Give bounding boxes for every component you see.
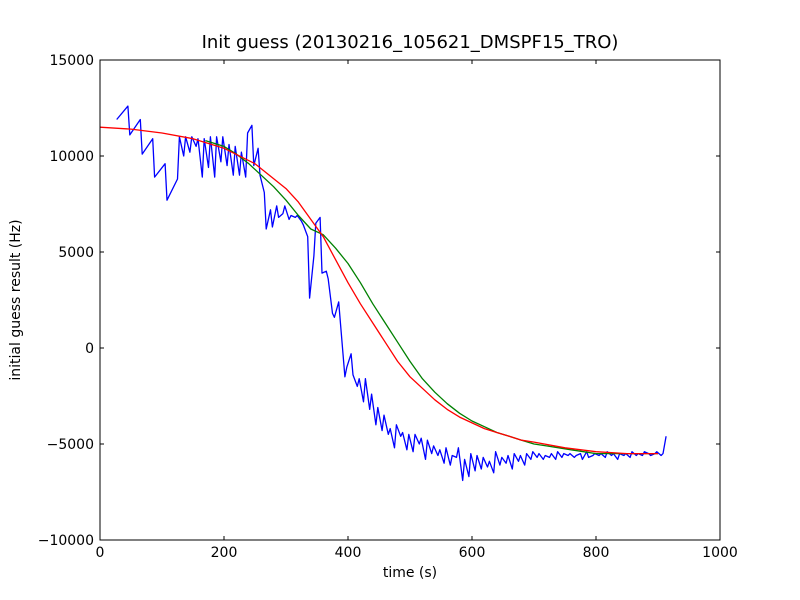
series-line-0 bbox=[116, 105, 667, 482]
y-tick-label: 5000 bbox=[58, 245, 94, 261]
chart-title: Init guess (20130216_105621_DMSPF15_TRO) bbox=[202, 32, 619, 53]
x-tick-label: 800 bbox=[583, 545, 610, 561]
x-tick-label: 1000 bbox=[702, 545, 738, 561]
plot-frame bbox=[99, 59, 721, 541]
series-layer bbox=[100, 105, 667, 482]
y-tick-label: −5000 bbox=[47, 437, 94, 453]
x-axis: 0 200 400 600 800 1000 bbox=[96, 60, 738, 561]
plot-area bbox=[99, 59, 721, 541]
x-tick-label: 400 bbox=[335, 545, 362, 561]
x-axis-label: time (s) bbox=[383, 565, 437, 581]
y-tick-label: 0 bbox=[85, 341, 94, 357]
y-tick-label: −10000 bbox=[38, 533, 94, 549]
x-tick-label: 0 bbox=[96, 545, 105, 561]
y-tick-label: 10000 bbox=[49, 149, 94, 165]
series-line-1 bbox=[205, 139, 658, 455]
y-axis: −10000 −5000 0 5000 10000 15000 bbox=[38, 53, 720, 549]
x-tick-label: 200 bbox=[211, 545, 238, 561]
y-tick-label: 15000 bbox=[49, 53, 94, 69]
x-tick-label: 600 bbox=[459, 545, 486, 561]
y-axis-label: initial guess result (Hz) bbox=[8, 219, 24, 380]
series-line-2 bbox=[100, 126, 658, 455]
